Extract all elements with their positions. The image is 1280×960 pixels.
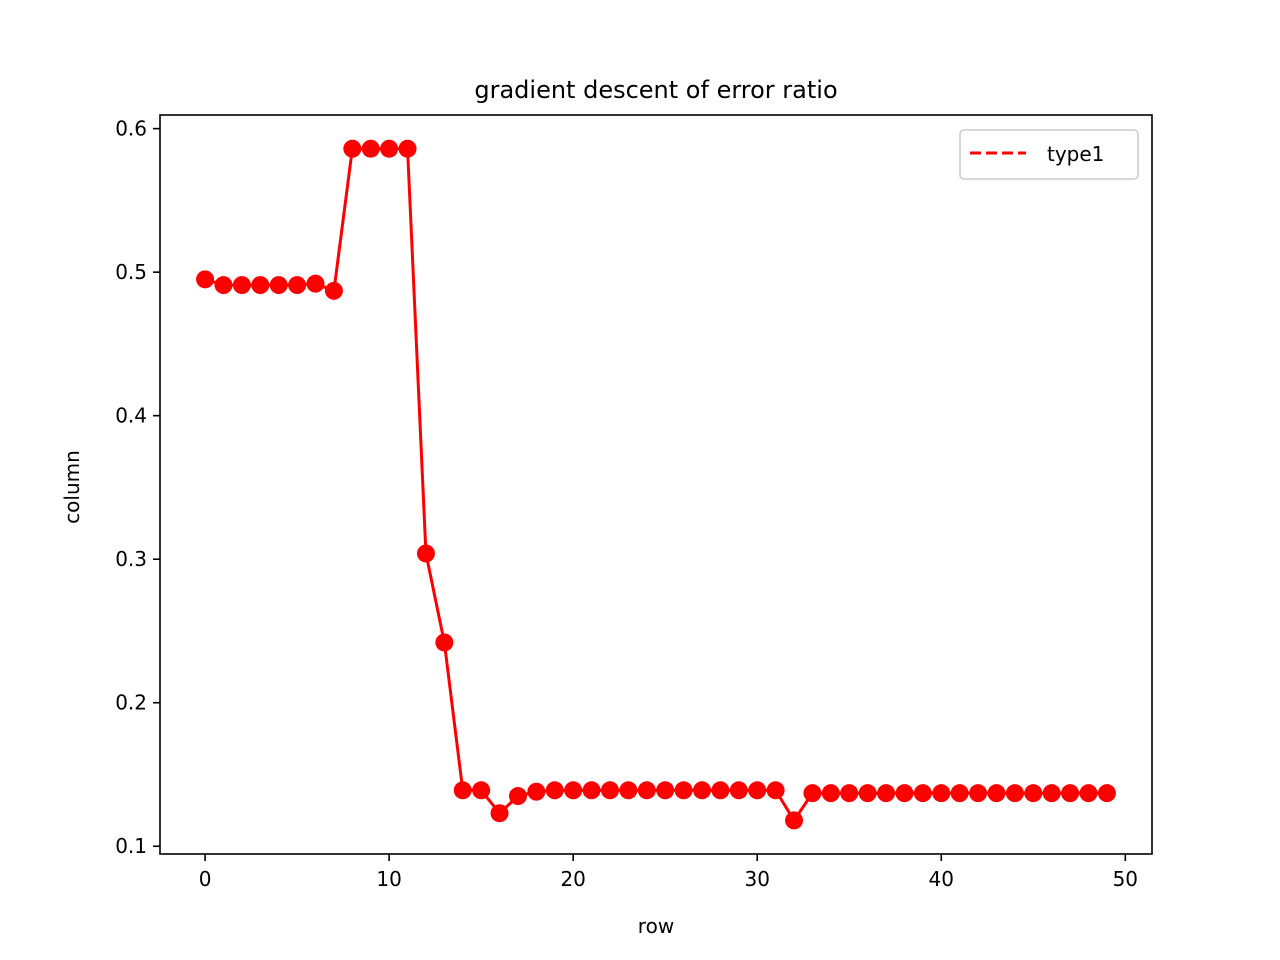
legend: type1 — [959, 129, 1139, 180]
data-point — [508, 787, 527, 806]
data-point — [288, 276, 307, 295]
data-point — [1042, 784, 1061, 803]
data-point — [950, 784, 969, 803]
data-point — [656, 781, 675, 800]
y-tick-label: 0.3 — [115, 547, 147, 571]
data-point — [619, 781, 638, 800]
data-point — [969, 784, 988, 803]
data-point — [637, 781, 656, 800]
data-point — [251, 276, 270, 295]
data-point — [803, 784, 822, 803]
plot-area — [196, 139, 1116, 830]
data-point — [895, 784, 914, 803]
data-point — [711, 781, 730, 800]
data-point — [416, 544, 435, 563]
data-point — [877, 784, 896, 803]
y-tick-label: 0.1 — [115, 834, 147, 858]
data-point — [913, 784, 932, 803]
data-point — [324, 281, 343, 300]
data-point — [380, 139, 399, 158]
y-tick-label: 0.6 — [115, 117, 147, 141]
data-point — [932, 784, 951, 803]
data-point — [1079, 784, 1098, 803]
data-point — [306, 274, 325, 293]
data-point — [1097, 784, 1116, 803]
x-tick-label: 30 — [744, 867, 769, 891]
data-point — [674, 781, 693, 800]
axes-frame — [159, 114, 1153, 855]
x-tick-label: 20 — [560, 867, 585, 891]
data-point — [361, 139, 380, 158]
data-point — [196, 270, 215, 289]
legend-label: type1 — [1047, 142, 1104, 166]
data-point — [435, 633, 454, 652]
x-axis-label: row — [638, 914, 674, 938]
data-point — [232, 276, 251, 295]
y-tick-label: 0.5 — [115, 260, 147, 284]
data-point — [453, 781, 472, 800]
y-axis-label: column — [60, 450, 84, 524]
data-point — [858, 784, 877, 803]
data-point — [600, 781, 619, 800]
data-point — [748, 781, 767, 800]
data-point — [398, 139, 417, 158]
data-point — [766, 781, 785, 800]
legend-box — [959, 129, 1139, 180]
data-point — [1061, 784, 1080, 803]
data-point — [693, 781, 712, 800]
data-point — [490, 804, 509, 823]
x-tick-label: 50 — [1113, 867, 1138, 891]
x-tick-label: 10 — [376, 867, 401, 891]
data-point — [821, 784, 840, 803]
data-point — [582, 781, 601, 800]
data-point — [214, 276, 233, 295]
data-point — [545, 781, 564, 800]
data-point — [1005, 784, 1024, 803]
data-point — [269, 276, 288, 295]
data-point — [840, 784, 859, 803]
data-point — [564, 781, 583, 800]
y-tick-label: 0.4 — [115, 404, 147, 428]
chart-title: gradient descent of error ratio — [474, 76, 837, 104]
x-tick-label: 40 — [929, 867, 954, 891]
data-point — [343, 139, 362, 158]
x-axis: 0 10 20 30 40 50 — [199, 854, 1138, 891]
x-tick-label: 0 — [199, 867, 212, 891]
data-point — [987, 784, 1006, 803]
data-point — [785, 811, 804, 830]
data-point — [472, 781, 491, 800]
y-tick-label: 0.2 — [115, 691, 147, 715]
data-point — [527, 782, 546, 801]
data-point — [729, 781, 748, 800]
y-axis: 0.1 0.2 0.3 0.4 0.5 0.6 — [115, 117, 160, 858]
data-point — [1024, 784, 1043, 803]
